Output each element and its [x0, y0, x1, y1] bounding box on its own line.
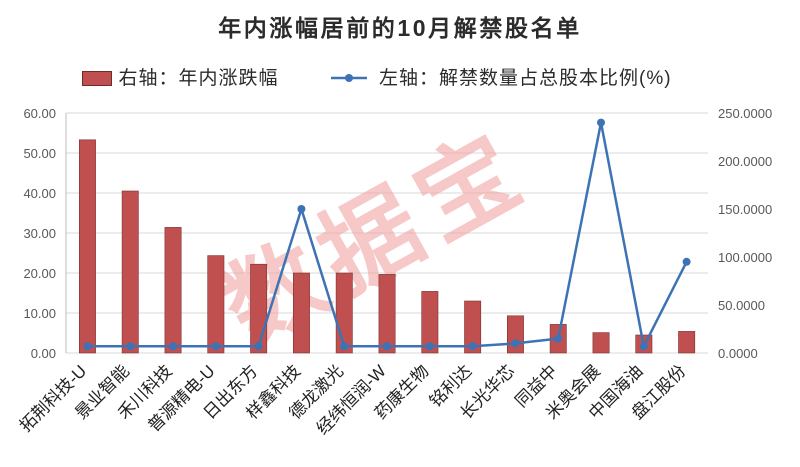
- svg-text:0.0000: 0.0000: [718, 346, 758, 361]
- svg-text:10.00: 10.00: [23, 306, 56, 321]
- svg-text:150.0000: 150.0000: [718, 202, 772, 217]
- svg-text:50.00: 50.00: [23, 146, 56, 161]
- svg-text:100.0000: 100.0000: [718, 250, 772, 265]
- svg-text:拓荆科技-U: 拓荆科技-U: [16, 361, 90, 435]
- svg-text:200.0000: 200.0000: [718, 154, 772, 169]
- svg-text:30.00: 30.00: [23, 226, 56, 241]
- svg-text:20.00: 20.00: [23, 266, 56, 281]
- svg-text:60.00: 60.00: [23, 106, 56, 121]
- svg-text:50.0000: 50.0000: [718, 298, 765, 313]
- svg-text:0.00: 0.00: [31, 346, 56, 361]
- svg-text:250.0000: 250.0000: [718, 106, 772, 121]
- svg-text:40.00: 40.00: [23, 186, 56, 201]
